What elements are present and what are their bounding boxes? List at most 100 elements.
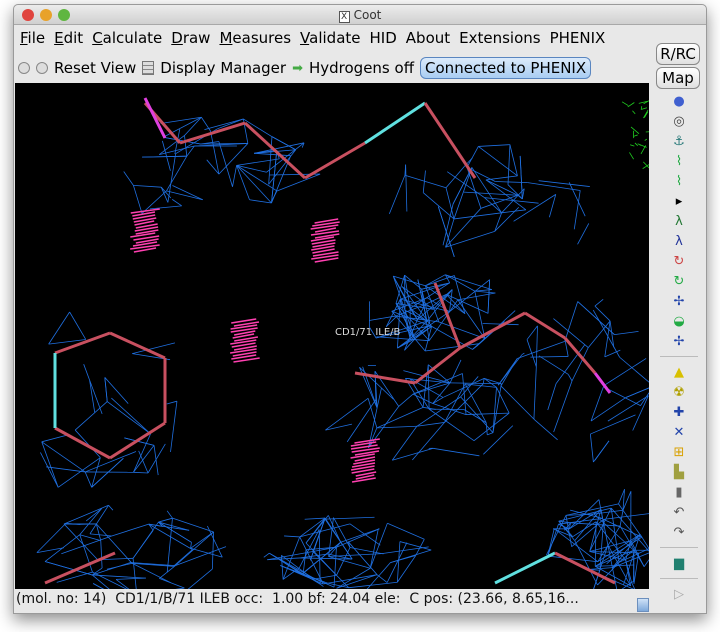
play-icon[interactable]: ▷ — [674, 586, 684, 602]
density-mesh-line — [474, 290, 496, 294]
real-space-refine-icon[interactable]: ⌇ — [675, 153, 683, 169]
menu-phenix[interactable]: PHENIX — [549, 29, 606, 47]
density-mesh-line — [397, 338, 416, 349]
density-mesh-line — [492, 383, 502, 433]
density-mesh-line — [132, 530, 154, 559]
rotate-view-icon[interactable]: ● — [673, 93, 685, 109]
density-mesh-line — [210, 131, 220, 175]
side-chain-icon[interactable]: ◒ — [673, 313, 685, 329]
density-mesh-line — [590, 386, 604, 422]
density-mesh-line — [487, 279, 491, 314]
density-mesh-line — [404, 174, 447, 189]
menu-validate[interactable]: Validate — [300, 29, 361, 47]
contact-dot-line — [312, 251, 339, 257]
redo-icon[interactable]: ↷ — [673, 524, 685, 540]
map-button[interactable]: Map — [656, 67, 700, 89]
menu-measures[interactable]: Measures — [219, 29, 292, 47]
density-mesh-line — [36, 547, 64, 554]
phenix-connection-button[interactable]: Connected to PHENIX — [420, 57, 592, 79]
density-mesh-line — [323, 574, 378, 585]
delete-icon[interactable]: ▮ — [675, 484, 683, 500]
flag-icon[interactable]: ▆ — [674, 555, 684, 571]
density-mesh-line — [131, 562, 174, 567]
toolbar-stop-icon[interactable] — [36, 62, 48, 74]
menu-edit[interactable]: Edit — [54, 29, 84, 47]
density-mesh-line — [387, 522, 425, 540]
density-mesh-line — [517, 341, 565, 359]
bond-stick — [44, 551, 116, 585]
density-mesh-line — [444, 274, 451, 284]
density-mesh-line — [158, 521, 190, 531]
menu-hid[interactable]: HID — [369, 29, 397, 47]
density-mesh-line — [593, 544, 609, 589]
menu-draw[interactable]: Draw — [171, 29, 211, 47]
menu-file[interactable]: File — [20, 29, 46, 47]
rotamer-icon[interactable]: ↻ — [673, 273, 685, 289]
bond-stick — [563, 337, 597, 374]
contact-dot-line — [351, 477, 376, 483]
graphics-viewport[interactable]: CD1/71 ILE/B — [15, 83, 649, 589]
reset-view-button[interactable]: Reset View — [54, 59, 137, 77]
difference-map-line — [629, 144, 635, 147]
density-mesh-line — [445, 218, 455, 248]
contact-dot-line — [310, 230, 340, 236]
density-mesh-line — [333, 517, 351, 548]
arrow-right-icon[interactable]: ▸ — [675, 193, 683, 209]
display-manager-button[interactable]: Display Manager — [160, 59, 287, 77]
contact-dot-line — [230, 327, 258, 333]
close-button[interactable] — [22, 9, 34, 21]
toolbar-separator — [660, 547, 698, 548]
add-terminal-residue-icon[interactable]: ✕ — [673, 424, 685, 440]
density-mesh-line — [148, 523, 154, 531]
rigid-body-icon[interactable]: λ — [675, 213, 683, 229]
centre-atom-icon[interactable]: ◎ — [673, 113, 685, 129]
regularize-icon[interactable]: ⌇ — [675, 173, 683, 189]
density-mesh-line — [217, 118, 244, 130]
density-mesh-line — [133, 185, 143, 214]
density-mesh-line — [432, 403, 467, 415]
density-mesh-line — [631, 582, 636, 589]
density-mesh-line — [618, 489, 625, 505]
density-mesh-line — [643, 559, 649, 567]
flip-peptide-icon[interactable]: ▲ — [674, 364, 684, 380]
density-mesh-line — [385, 316, 397, 328]
anchor-icon[interactable]: ⚓ — [673, 133, 685, 149]
add-alt-conf-icon[interactable]: ⊞ — [673, 444, 685, 460]
density-mesh-line — [172, 185, 203, 201]
rrc-button[interactable]: R/RC — [656, 43, 700, 65]
density-mesh-line — [147, 443, 166, 474]
hydrogens-toggle[interactable]: Hydrogens off — [308, 59, 415, 77]
density-mesh-line — [618, 503, 643, 538]
density-mesh-line — [299, 517, 326, 538]
density-mesh-line — [574, 540, 598, 586]
menu-extensions[interactable]: Extensions — [459, 29, 541, 47]
window-title: X Coot — [14, 8, 706, 23]
density-mesh-line — [368, 406, 400, 449]
zoom-button[interactable] — [58, 9, 70, 21]
density-mesh-line — [500, 358, 518, 387]
minimize-button[interactable] — [40, 9, 52, 21]
density-mesh-line — [622, 491, 632, 511]
add-atom-icon[interactable]: ✚ — [673, 404, 685, 420]
undo-icon[interactable]: ↶ — [673, 504, 685, 520]
density-mesh-line — [381, 546, 429, 555]
density-mesh-line — [162, 116, 202, 138]
density-mesh-line — [603, 518, 642, 538]
molecule-scene[interactable] — [15, 83, 649, 589]
bond-stick — [109, 331, 166, 360]
density-mesh-line — [243, 118, 273, 137]
toolbar-back-icon[interactable] — [18, 62, 30, 74]
torsion-icon[interactable]: ✢ — [673, 333, 685, 349]
bond-stick — [554, 551, 616, 585]
radiation-icon[interactable]: ☢ — [673, 384, 685, 400]
edit-chi-icon[interactable]: ✢ — [673, 293, 685, 309]
density-mesh-line — [412, 382, 451, 395]
stamp-icon[interactable]: ▙ — [674, 464, 684, 480]
menu-about[interactable]: About — [405, 29, 451, 47]
menu-calculate[interactable]: Calculate — [92, 29, 163, 47]
rotate-translate-icon[interactable]: λ — [675, 233, 683, 249]
density-mesh-line — [452, 167, 473, 204]
auto-fit-rotamer-icon[interactable]: ↻ — [673, 253, 685, 269]
contact-dot-line — [354, 456, 376, 462]
density-mesh-line — [376, 336, 430, 342]
